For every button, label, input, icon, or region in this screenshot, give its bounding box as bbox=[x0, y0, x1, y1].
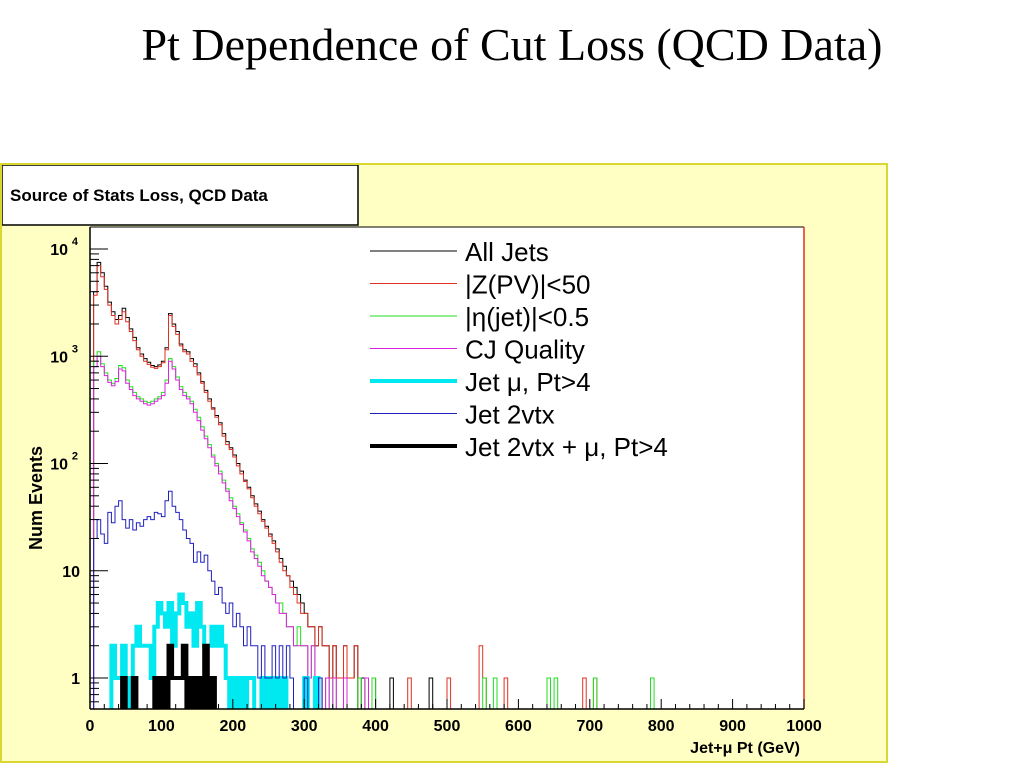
y-tick-exponent: 3 bbox=[72, 343, 78, 355]
x-tick-label: 1000 bbox=[786, 718, 822, 735]
x-tick-label: 500 bbox=[434, 718, 461, 735]
y-axis-label: Num Events bbox=[26, 446, 46, 550]
legend-label: All Jets bbox=[465, 237, 549, 267]
y-tick-label: 10 bbox=[50, 457, 68, 474]
plot-area bbox=[90, 227, 804, 709]
histogram-plot: Source of Stats Loss, QCD Data 0 100 200 30… bbox=[2, 165, 822, 757]
y-tick-exponent: 4 bbox=[72, 236, 79, 248]
y-tick-label: 10 bbox=[50, 242, 68, 259]
x-tick-label: 900 bbox=[719, 718, 746, 735]
x-tick-label: 200 bbox=[219, 718, 246, 735]
legend: All Jets|Z(PV)|<50|η(jet)|<0.5CJ Quality… bbox=[370, 237, 668, 462]
x-axis-label: Jet+μ Pt (GeV) bbox=[690, 740, 800, 757]
histogram-canvas: Source of Stats Loss, QCD Data 0 100 200 30… bbox=[0, 163, 888, 763]
chart-title-box bbox=[2, 165, 359, 226]
series-layer bbox=[93, 261, 655, 709]
legend-label: Jet 2vtx + μ, Pt>4 bbox=[465, 432, 668, 462]
x-tick-label: 300 bbox=[291, 718, 318, 735]
x-tick-label: 0 bbox=[86, 718, 95, 735]
series-cj-quality bbox=[93, 355, 369, 709]
series-z-pv-50 bbox=[93, 265, 598, 709]
legend-label: CJ Quality bbox=[465, 335, 585, 365]
x-ticks: 0 100 200 300 400 500 600 700 800 900 1000 bbox=[86, 699, 822, 735]
legend-label: |Z(PV)|<50 bbox=[465, 270, 591, 300]
series-jet-2vtx bbox=[93, 490, 323, 709]
x-tick-label: 400 bbox=[362, 718, 389, 735]
slide-title: Pt Dependence of Cut Loss (QCD Data) bbox=[141, 19, 883, 70]
x-tick-label: 100 bbox=[148, 718, 175, 735]
x-tick-label: 800 bbox=[648, 718, 675, 735]
y-tick-label: 10 bbox=[62, 564, 80, 581]
y-ticks: 1 10 10 2 10 3 10 4 bbox=[50, 236, 108, 703]
series-jet-pt-4 bbox=[109, 592, 321, 709]
legend-label: Jet μ, Pt>4 bbox=[465, 367, 591, 397]
x-tick-label: 700 bbox=[576, 718, 603, 735]
series-jet-2vtx-pt-4 bbox=[120, 643, 217, 709]
x-tick-label: 600 bbox=[505, 718, 532, 735]
y-tick-label: 10 bbox=[50, 349, 68, 366]
legend-label: |η(jet)|<0.5 bbox=[465, 302, 589, 332]
y-tick-exponent: 2 bbox=[72, 451, 78, 463]
chart-title: Source of Stats Loss, QCD Data bbox=[10, 186, 268, 205]
legend-label: Jet 2vtx bbox=[465, 400, 555, 430]
y-tick-label: 1 bbox=[71, 671, 80, 688]
